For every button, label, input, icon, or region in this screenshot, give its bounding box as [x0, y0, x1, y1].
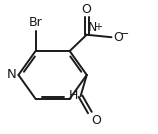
- Text: O: O: [82, 3, 92, 16]
- Text: H: H: [69, 89, 78, 102]
- Text: Br: Br: [29, 16, 42, 29]
- Text: +: +: [94, 23, 102, 32]
- Text: O: O: [91, 114, 101, 127]
- Text: N: N: [7, 68, 16, 81]
- Text: N: N: [88, 21, 97, 34]
- Text: O: O: [113, 31, 123, 44]
- Text: −: −: [120, 29, 129, 39]
